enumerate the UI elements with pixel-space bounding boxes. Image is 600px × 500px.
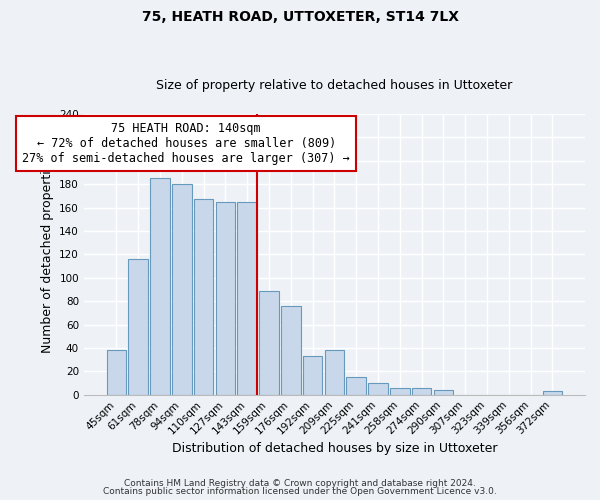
Title: Size of property relative to detached houses in Uttoxeter: Size of property relative to detached ho… [157, 79, 512, 92]
Text: Contains public sector information licensed under the Open Government Licence v3: Contains public sector information licen… [103, 487, 497, 496]
Bar [434, 390, 453, 394]
Bar [107, 350, 127, 395]
Bar [128, 259, 148, 394]
Text: 75, HEATH ROAD, UTTOXETER, ST14 7LX: 75, HEATH ROAD, UTTOXETER, ST14 7LX [142, 10, 458, 24]
Bar [368, 383, 388, 394]
Bar [325, 350, 344, 395]
Bar [281, 306, 301, 394]
Bar [303, 356, 322, 395]
Bar [194, 200, 214, 394]
X-axis label: Distribution of detached houses by size in Uttoxeter: Distribution of detached houses by size … [172, 442, 497, 455]
Y-axis label: Number of detached properties: Number of detached properties [41, 156, 54, 353]
Bar [172, 184, 191, 394]
Bar [542, 391, 562, 394]
Text: Contains HM Land Registry data © Crown copyright and database right 2024.: Contains HM Land Registry data © Crown c… [124, 478, 476, 488]
Bar [238, 202, 257, 394]
Bar [346, 377, 366, 394]
Bar [215, 202, 235, 394]
Bar [259, 290, 279, 395]
Bar [390, 388, 410, 394]
Text: 75 HEATH ROAD: 140sqm
← 72% of detached houses are smaller (809)
27% of semi-det: 75 HEATH ROAD: 140sqm ← 72% of detached … [22, 122, 350, 165]
Bar [412, 388, 431, 394]
Bar [150, 178, 170, 394]
